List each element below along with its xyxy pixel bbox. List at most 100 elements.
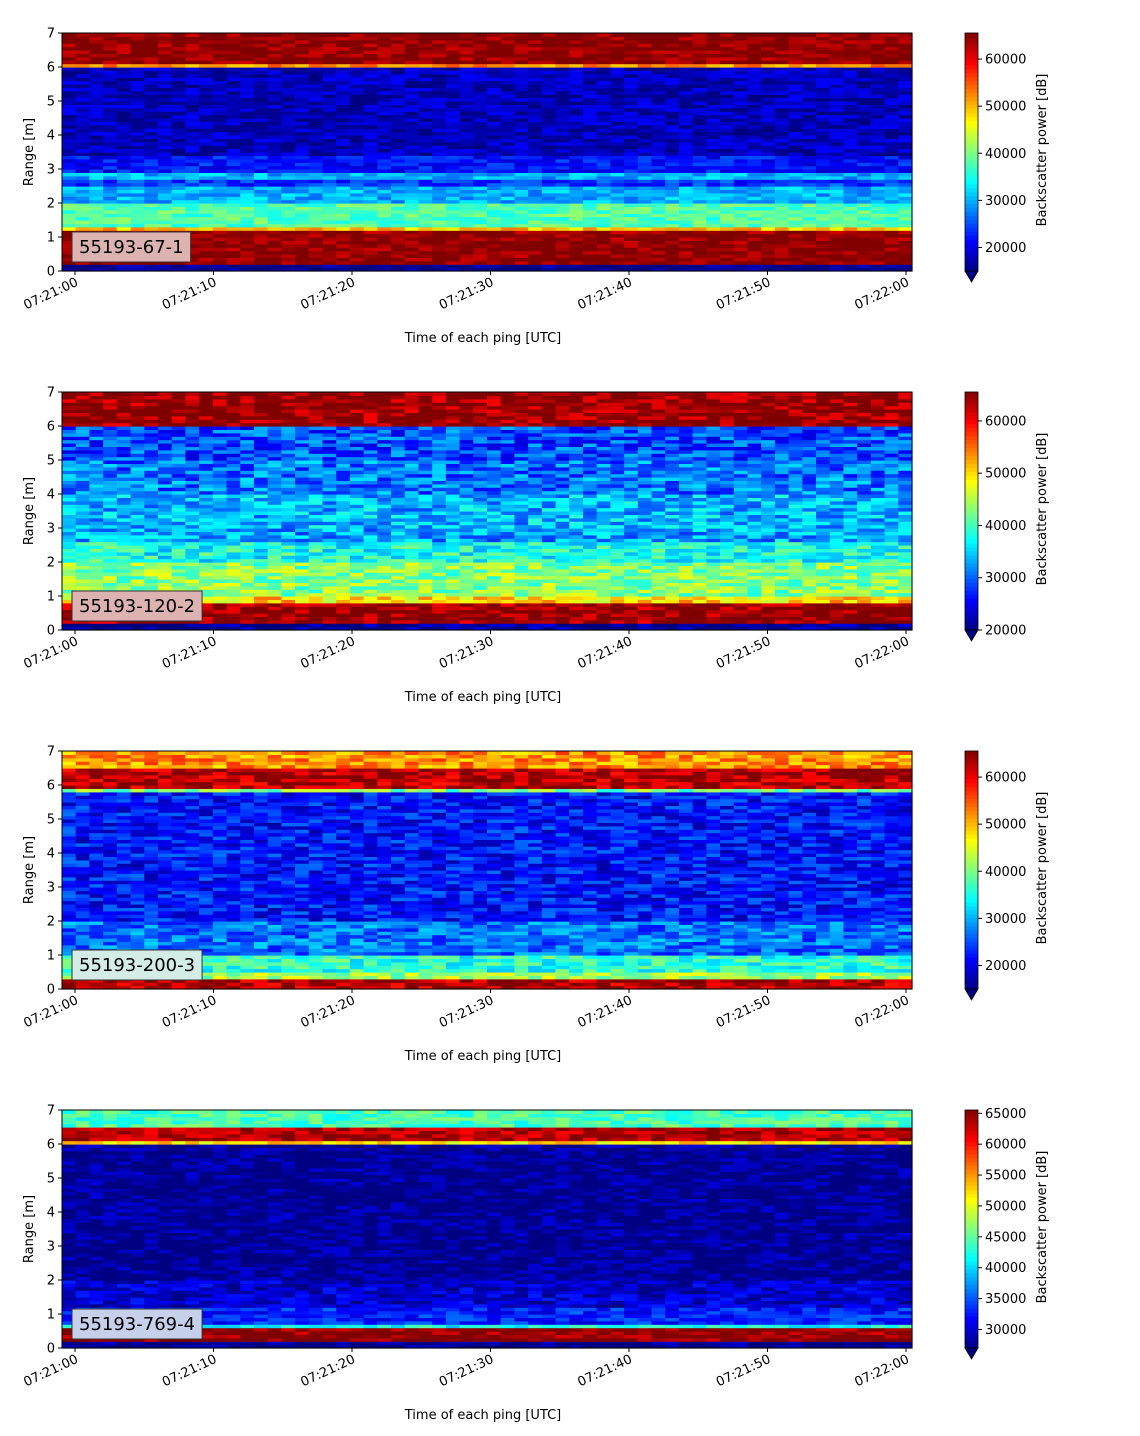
heatmap-cell — [569, 175, 584, 180]
heatmap-cell — [377, 118, 392, 122]
heatmap-cell — [103, 33, 118, 37]
heatmap-cell — [89, 46, 104, 51]
heatmap-cell — [75, 192, 91, 197]
heatmap-cell — [240, 264, 255, 269]
heatmap-cell — [487, 226, 502, 231]
heatmap-cell — [267, 39, 282, 44]
heatmap-cell — [199, 169, 214, 173]
heatmap-cell — [761, 250, 776, 255]
heatmap-cell — [802, 141, 817, 146]
heatmap-cell — [130, 179, 145, 184]
heatmap-cell — [171, 182, 186, 187]
heatmap-cell — [322, 121, 337, 126]
heatmap-cell — [240, 77, 255, 82]
heatmap-cell — [733, 192, 749, 197]
heatmap-cell — [212, 145, 228, 150]
heatmap-cell — [624, 209, 639, 214]
heatmap-cell — [569, 209, 584, 214]
heatmap-cell — [349, 141, 365, 146]
heatmap-cell — [267, 254, 282, 258]
heatmap-cell — [295, 70, 310, 75]
heatmap-cell — [199, 90, 214, 95]
heatmap-cell — [89, 169, 104, 173]
heatmap-cell — [253, 39, 269, 44]
heatmap-cell — [116, 172, 132, 177]
heatmap-cell — [130, 33, 145, 37]
heatmap-cell — [75, 56, 91, 61]
heatmap-cell — [185, 97, 200, 102]
heatmap-cell — [75, 36, 91, 41]
heatmap-cell — [295, 46, 310, 51]
heatmap-cell — [240, 70, 255, 75]
heatmap-cell — [445, 131, 461, 136]
heatmap-cell — [171, 77, 186, 82]
heatmap-cell — [62, 73, 77, 78]
heatmap-cell — [75, 504, 91, 509]
heatmap-cell — [144, 392, 159, 396]
heatmap-cell — [75, 206, 91, 211]
heatmap-cell — [130, 77, 145, 82]
heatmap-cell — [473, 216, 488, 221]
heatmap-cell — [363, 67, 378, 71]
heatmap-cell — [62, 260, 77, 265]
heatmap-cell — [212, 70, 228, 75]
heatmap-cell — [185, 233, 200, 238]
heatmap-cell — [75, 77, 91, 82]
heatmap-cell — [747, 199, 762, 204]
heatmap-cell — [281, 216, 296, 221]
heatmap-cell — [62, 135, 77, 139]
heatmap-cell — [349, 175, 365, 180]
heatmap-cell — [308, 240, 324, 245]
heatmap-cell — [157, 152, 173, 156]
heatmap-cell — [116, 80, 132, 85]
heatmap-cell — [62, 131, 77, 136]
heatmap-cell — [199, 53, 214, 58]
heatmap-cell — [281, 148, 296, 153]
heatmap-cell — [267, 226, 282, 231]
heatmap-cell — [363, 260, 378, 265]
heatmap-cell — [391, 250, 406, 255]
heatmap-cell — [185, 189, 200, 194]
heatmap-cell — [75, 226, 91, 231]
heatmap-cell — [692, 131, 707, 136]
heatmap-cell — [144, 131, 159, 136]
heatmap-cell — [226, 182, 241, 187]
heatmap-cell — [788, 209, 803, 214]
heatmap-cell — [816, 226, 831, 231]
heatmap-cell — [130, 87, 145, 92]
heatmap-cell — [62, 487, 77, 492]
heatmap-cell — [295, 77, 310, 82]
heatmap-cell — [240, 233, 255, 238]
heatmap-cell — [157, 175, 173, 180]
heatmap-cell — [171, 73, 186, 78]
heatmap-cell — [637, 226, 653, 231]
heatmap-cell — [555, 141, 570, 146]
heatmap-cell — [75, 39, 91, 44]
heatmap-cell — [336, 43, 351, 48]
heatmap-cell — [89, 155, 104, 160]
heatmap-cell — [281, 46, 296, 51]
heatmap-cell — [253, 138, 269, 143]
heatmap-cell — [130, 169, 145, 173]
colorbar-segment — [965, 136, 978, 141]
heatmap-cell — [144, 67, 159, 71]
heatmap-cell — [226, 50, 241, 54]
heatmap-cell — [199, 80, 214, 85]
heatmap-cell — [62, 124, 77, 129]
heatmap-cell — [678, 175, 694, 180]
heatmap-cell — [267, 141, 282, 146]
heatmap-cell — [418, 131, 433, 136]
heatmap-cell — [253, 247, 269, 252]
heatmap-cell — [391, 260, 406, 265]
heatmap-cell — [253, 243, 269, 248]
heatmap-cell — [295, 84, 310, 88]
heatmap-cell — [582, 226, 598, 231]
heatmap-cell — [596, 131, 611, 136]
heatmap-cell — [336, 267, 351, 272]
heatmap-cell — [610, 250, 625, 255]
heatmap-cell — [116, 107, 132, 112]
heatmap-cell — [199, 46, 214, 51]
heatmap-cell — [103, 223, 118, 228]
colorbar-extend-arrow — [964, 270, 979, 283]
heatmap-cell — [295, 111, 310, 116]
